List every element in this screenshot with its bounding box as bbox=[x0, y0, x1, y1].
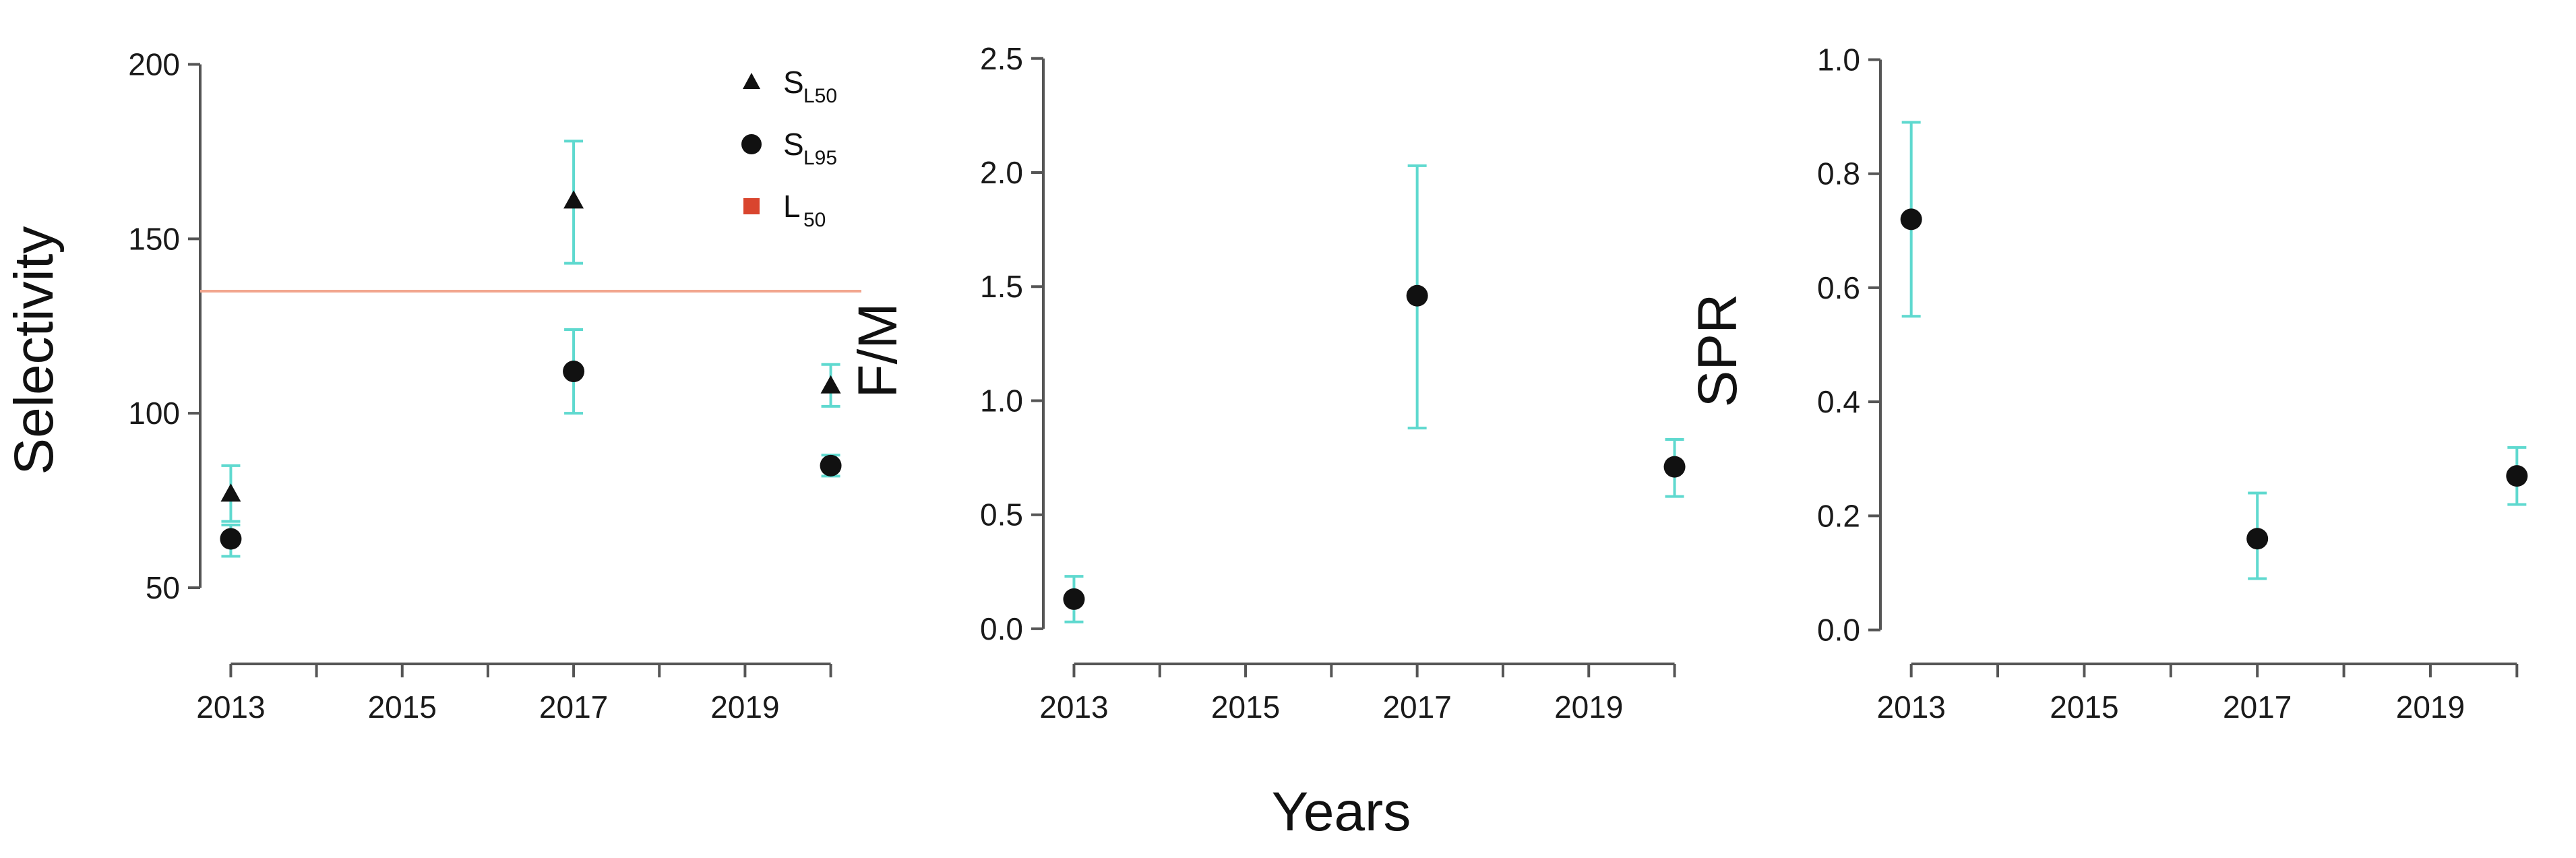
y-tick-label: 0.8 bbox=[1817, 156, 1860, 191]
x-tick-label: 2013 bbox=[1877, 690, 1946, 725]
x-tick-label: 2019 bbox=[1554, 690, 1623, 725]
data-point-triangle bbox=[220, 483, 241, 502]
y-tick-label: 1.0 bbox=[980, 383, 1023, 418]
x-tick-label: 2017 bbox=[539, 690, 608, 725]
y-tick-label: 0.4 bbox=[1817, 384, 1860, 419]
legend-symbol-circle bbox=[741, 134, 762, 154]
legend-label: S bbox=[783, 65, 804, 100]
x-tick-label: 2015 bbox=[2050, 690, 2118, 725]
x-tick-label: 2019 bbox=[2396, 690, 2465, 725]
legend-symbol-triangle bbox=[743, 73, 760, 89]
chart-panel-2: 0.0 0.5 1.0 1.5 2.0 2.5 2013 2015 2017 2019 F/M bbox=[847, 41, 1686, 725]
x-tick-label: 2013 bbox=[1039, 690, 1108, 725]
x-tick-label: 2015 bbox=[1211, 690, 1280, 725]
data-point-triangle bbox=[820, 375, 841, 394]
y-axis-title: F/M bbox=[847, 303, 909, 398]
data-point-circle bbox=[220, 528, 242, 550]
y-tick-label: 150 bbox=[128, 221, 180, 256]
shared-x-axis-title: Years bbox=[1272, 781, 1411, 842]
y-axis-title: SPR bbox=[1687, 294, 1748, 408]
y-tick-label: 0.0 bbox=[1817, 613, 1860, 648]
y-tick-label: 0.0 bbox=[980, 611, 1023, 646]
y-tick-label: 2.5 bbox=[980, 41, 1023, 76]
data-point-circle bbox=[1900, 208, 1922, 231]
x-tick-label: 2019 bbox=[710, 690, 779, 725]
legend-label: S bbox=[783, 127, 804, 162]
legend-label-subscript: L95 bbox=[803, 147, 837, 169]
y-tick-label: 1.0 bbox=[1817, 42, 1860, 77]
y-tick-label: 0.5 bbox=[980, 497, 1023, 532]
legend-symbol-square bbox=[743, 198, 760, 214]
legend-label-subscript: L50 bbox=[803, 85, 837, 107]
y-tick-label: 2.0 bbox=[980, 155, 1023, 190]
y-tick-label: 0.6 bbox=[1817, 270, 1860, 305]
legend-label-subscript: 50 bbox=[803, 209, 826, 231]
y-tick-label: 1.5 bbox=[980, 269, 1023, 304]
data-point-circle bbox=[820, 454, 842, 477]
y-tick-label: 100 bbox=[128, 396, 180, 431]
data-point-circle bbox=[2506, 465, 2528, 487]
data-point-circle bbox=[1406, 284, 1428, 307]
chart-panel-3: 0.0 0.2 0.4 0.6 0.8 1.0 2013 2015 2017 2019 SPR bbox=[1687, 42, 2528, 725]
y-tick-label: 0.2 bbox=[1817, 498, 1860, 533]
data-point-circle bbox=[1063, 588, 1085, 610]
x-tick-label: 2015 bbox=[368, 690, 437, 725]
data-point-circle bbox=[2246, 528, 2269, 550]
y-axis-title: Selectivity bbox=[3, 226, 65, 474]
data-point-circle bbox=[563, 361, 585, 383]
y-tick-label: 50 bbox=[146, 570, 180, 605]
x-tick-label: 2013 bbox=[196, 690, 265, 725]
legend-label: L bbox=[783, 189, 801, 224]
y-tick-label: 200 bbox=[128, 47, 180, 82]
data-point-triangle bbox=[563, 190, 584, 209]
x-tick-label: 2017 bbox=[2223, 690, 2292, 725]
data-point-circle bbox=[1663, 456, 1686, 478]
x-tick-label: 2017 bbox=[1382, 690, 1451, 725]
